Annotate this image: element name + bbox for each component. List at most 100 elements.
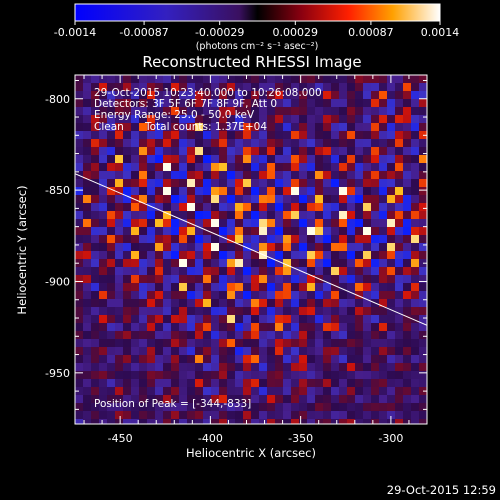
heatmap-cell — [419, 307, 427, 315]
heatmap-cell — [355, 363, 363, 371]
heatmap-cell — [155, 227, 163, 235]
heatmap-cell — [387, 339, 395, 347]
heatmap-cell — [299, 219, 307, 227]
heatmap-cell — [387, 163, 395, 171]
heatmap-cell — [99, 363, 107, 371]
heatmap-cell — [283, 147, 291, 155]
heatmap-cell — [371, 227, 379, 235]
heatmap-cell — [115, 411, 123, 419]
heatmap-cell — [155, 299, 163, 307]
heatmap-cell — [299, 299, 307, 307]
heatmap-cell — [387, 83, 395, 91]
heatmap-cell — [179, 203, 187, 211]
heatmap-cell — [267, 139, 275, 147]
heatmap-cell — [267, 283, 275, 291]
heatmap-cell — [419, 227, 427, 235]
heatmap-cell — [155, 267, 163, 275]
heatmap-cell — [267, 235, 275, 243]
heatmap-cell — [131, 259, 139, 267]
heatmap-cell — [163, 187, 171, 195]
heatmap-cell — [171, 307, 179, 315]
heatmap-cell — [411, 347, 419, 355]
heatmap-cell — [115, 211, 123, 219]
heatmap-cell — [339, 131, 347, 139]
heatmap-cell — [267, 291, 275, 299]
heatmap-cell — [91, 259, 99, 267]
heatmap-cell — [75, 195, 83, 203]
heatmap-cell — [227, 187, 235, 195]
heatmap-cell — [107, 99, 115, 107]
heatmap-cell — [379, 275, 387, 283]
heatmap-cell — [115, 203, 123, 211]
heatmap-cell — [91, 179, 99, 187]
heatmap-cell — [307, 147, 315, 155]
heatmap-cell — [323, 251, 331, 259]
heatmap-cell — [211, 283, 219, 291]
heatmap-cell — [203, 187, 211, 195]
heatmap-cell — [139, 259, 147, 267]
heatmap-cell — [339, 187, 347, 195]
heatmap-cell — [235, 123, 243, 131]
heatmap-cell — [243, 195, 251, 203]
heatmap-cell — [203, 211, 211, 219]
heatmap-cell — [379, 187, 387, 195]
heatmap-cell — [243, 123, 251, 131]
heatmap-cell — [339, 355, 347, 363]
heatmap-cell — [419, 171, 427, 179]
heatmap-cell — [131, 147, 139, 155]
heatmap-cell — [83, 243, 91, 251]
heatmap-cell — [323, 211, 331, 219]
heatmap-cell — [203, 91, 211, 99]
heatmap-cell — [179, 315, 187, 323]
heatmap-cell — [403, 403, 411, 411]
heatmap-cell — [259, 339, 267, 347]
heatmap-cell — [323, 83, 331, 91]
heatmap-cell — [203, 259, 211, 267]
heatmap-cell — [243, 355, 251, 363]
heatmap-cell — [227, 315, 235, 323]
heatmap-cell — [419, 395, 427, 403]
heatmap-cell — [211, 291, 219, 299]
heatmap-cell — [131, 187, 139, 195]
heatmap-cell — [235, 379, 243, 387]
heatmap-cell — [139, 363, 147, 371]
heatmap-cell — [99, 179, 107, 187]
heatmap-cell — [235, 243, 243, 251]
heatmap-cell — [323, 323, 331, 331]
heatmap-cell — [115, 147, 123, 155]
heatmap-cell — [299, 259, 307, 267]
heatmap-cell — [235, 227, 243, 235]
heatmap-cell — [411, 251, 419, 259]
heatmap-cell — [211, 267, 219, 275]
heatmap-cell — [323, 371, 331, 379]
heatmap-cell — [115, 283, 123, 291]
heatmap-cell — [315, 403, 323, 411]
heatmap-cell — [291, 403, 299, 411]
heatmap-cell — [307, 235, 315, 243]
heatmap-cell — [211, 91, 219, 99]
heatmap-cell — [403, 243, 411, 251]
heatmap-cell — [315, 179, 323, 187]
heatmap-cell — [411, 275, 419, 283]
heatmap-cell — [387, 131, 395, 139]
heatmap-cell — [259, 355, 267, 363]
heatmap-cell — [107, 387, 115, 395]
heatmap-cell — [139, 187, 147, 195]
heatmap-cell — [331, 99, 339, 107]
heatmap-cell — [259, 291, 267, 299]
heatmap-cell — [251, 187, 259, 195]
heatmap-cell — [379, 339, 387, 347]
y-tick-label: -900 — [45, 275, 70, 288]
heatmap-cell — [147, 363, 155, 371]
heatmap-cell — [331, 171, 339, 179]
heatmap-cell — [355, 171, 363, 179]
heatmap-cell — [83, 163, 91, 171]
heatmap-cell — [339, 251, 347, 259]
heatmap-cell — [283, 195, 291, 203]
heatmap-cell — [259, 83, 267, 91]
heatmap-cell — [147, 155, 155, 163]
heatmap-cell — [323, 331, 331, 339]
heatmap-cell — [299, 347, 307, 355]
heatmap-cell — [211, 171, 219, 179]
heatmap-cell — [339, 347, 347, 355]
